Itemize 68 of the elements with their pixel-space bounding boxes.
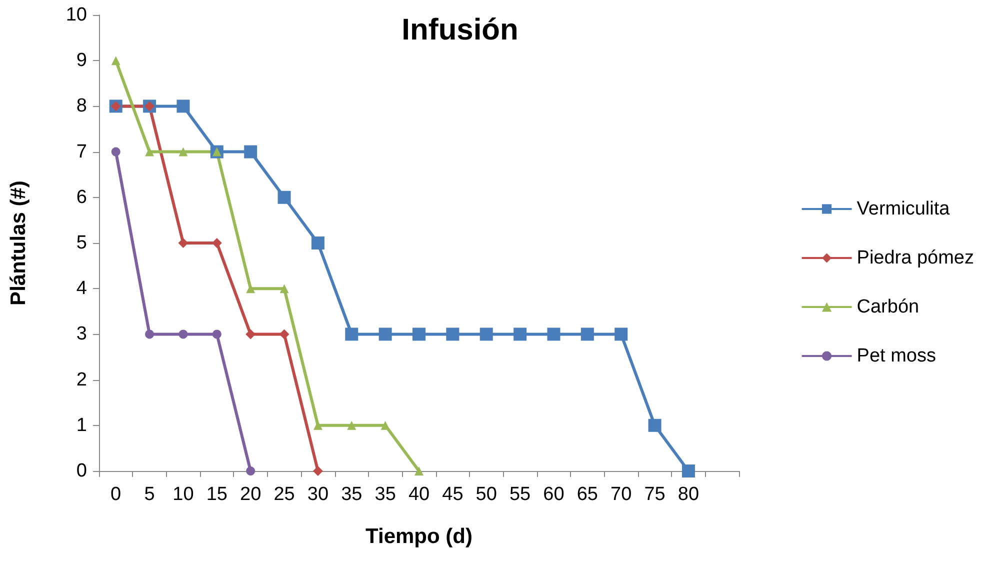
x-tick-label: 15 xyxy=(206,484,228,505)
y-tick-label: 0 xyxy=(76,460,87,482)
point xyxy=(246,466,256,476)
x-tick-label: 75 xyxy=(644,484,666,505)
y-tick-label: 3 xyxy=(76,324,87,345)
point xyxy=(648,418,662,432)
x-tick-label: 10 xyxy=(172,484,194,505)
x-tick-label: 25 xyxy=(274,484,295,505)
x-tick-label: 60 xyxy=(543,484,564,505)
y-tick-label: 8 xyxy=(76,96,87,117)
point xyxy=(279,329,290,340)
x-tick-label: 30 xyxy=(307,484,329,505)
chart-title: Infusión xyxy=(402,14,518,46)
x-tick-label: 55 xyxy=(509,484,531,505)
point xyxy=(280,284,289,294)
point xyxy=(480,328,493,341)
x-tick-label: 35 xyxy=(374,484,396,505)
x-tick-label: 35 xyxy=(341,484,362,505)
point xyxy=(614,328,628,341)
point xyxy=(212,330,222,339)
point xyxy=(378,328,392,341)
point xyxy=(145,330,154,339)
point xyxy=(312,466,323,476)
point xyxy=(111,147,120,156)
x-axis-title: Tiempo (d) xyxy=(366,525,472,548)
x-tick-label: 20 xyxy=(240,484,262,505)
point xyxy=(311,236,324,250)
y-tick-label: 7 xyxy=(76,141,87,162)
point xyxy=(244,145,258,158)
point xyxy=(682,464,695,478)
y-tick-label: 4 xyxy=(76,278,88,300)
point xyxy=(446,328,460,341)
point xyxy=(412,328,426,341)
x-tick-label: 45 xyxy=(442,484,464,505)
y-tick-label: 6 xyxy=(76,186,87,208)
legend-label: Piedra pómez xyxy=(856,248,974,268)
point xyxy=(580,328,594,341)
x-tick-label: 0 xyxy=(110,484,122,505)
point xyxy=(178,147,188,156)
point xyxy=(414,466,424,476)
y-tick-label: 5 xyxy=(76,232,87,254)
point xyxy=(380,420,390,430)
point xyxy=(178,330,188,339)
x-tick-label: 80 xyxy=(678,484,700,505)
point xyxy=(111,56,120,66)
point xyxy=(347,420,356,430)
point xyxy=(176,100,190,113)
point xyxy=(246,284,256,294)
point xyxy=(345,328,358,341)
y-tick-label: 1 xyxy=(76,414,87,436)
y-tick-label: 10 xyxy=(66,4,87,26)
legend-label: Pet moss xyxy=(856,346,936,366)
y-tick-label: 2 xyxy=(76,369,87,390)
y-axis-title: Plántulas (#) xyxy=(7,180,30,306)
x-tick-label: 50 xyxy=(476,484,497,505)
point xyxy=(514,328,527,341)
x-tick-label: 70 xyxy=(610,484,632,505)
x-tick-label: 65 xyxy=(576,484,598,505)
x-tick-label: 40 xyxy=(408,484,430,505)
point xyxy=(547,328,560,341)
legend-label: Carbón xyxy=(856,296,920,318)
y-tick-label: 9 xyxy=(76,50,87,72)
point xyxy=(246,329,256,340)
point xyxy=(145,147,154,156)
point xyxy=(278,190,291,204)
x-tick-label: 5 xyxy=(144,484,155,505)
point xyxy=(178,238,188,248)
legend-label: Vermiculita xyxy=(856,198,950,220)
